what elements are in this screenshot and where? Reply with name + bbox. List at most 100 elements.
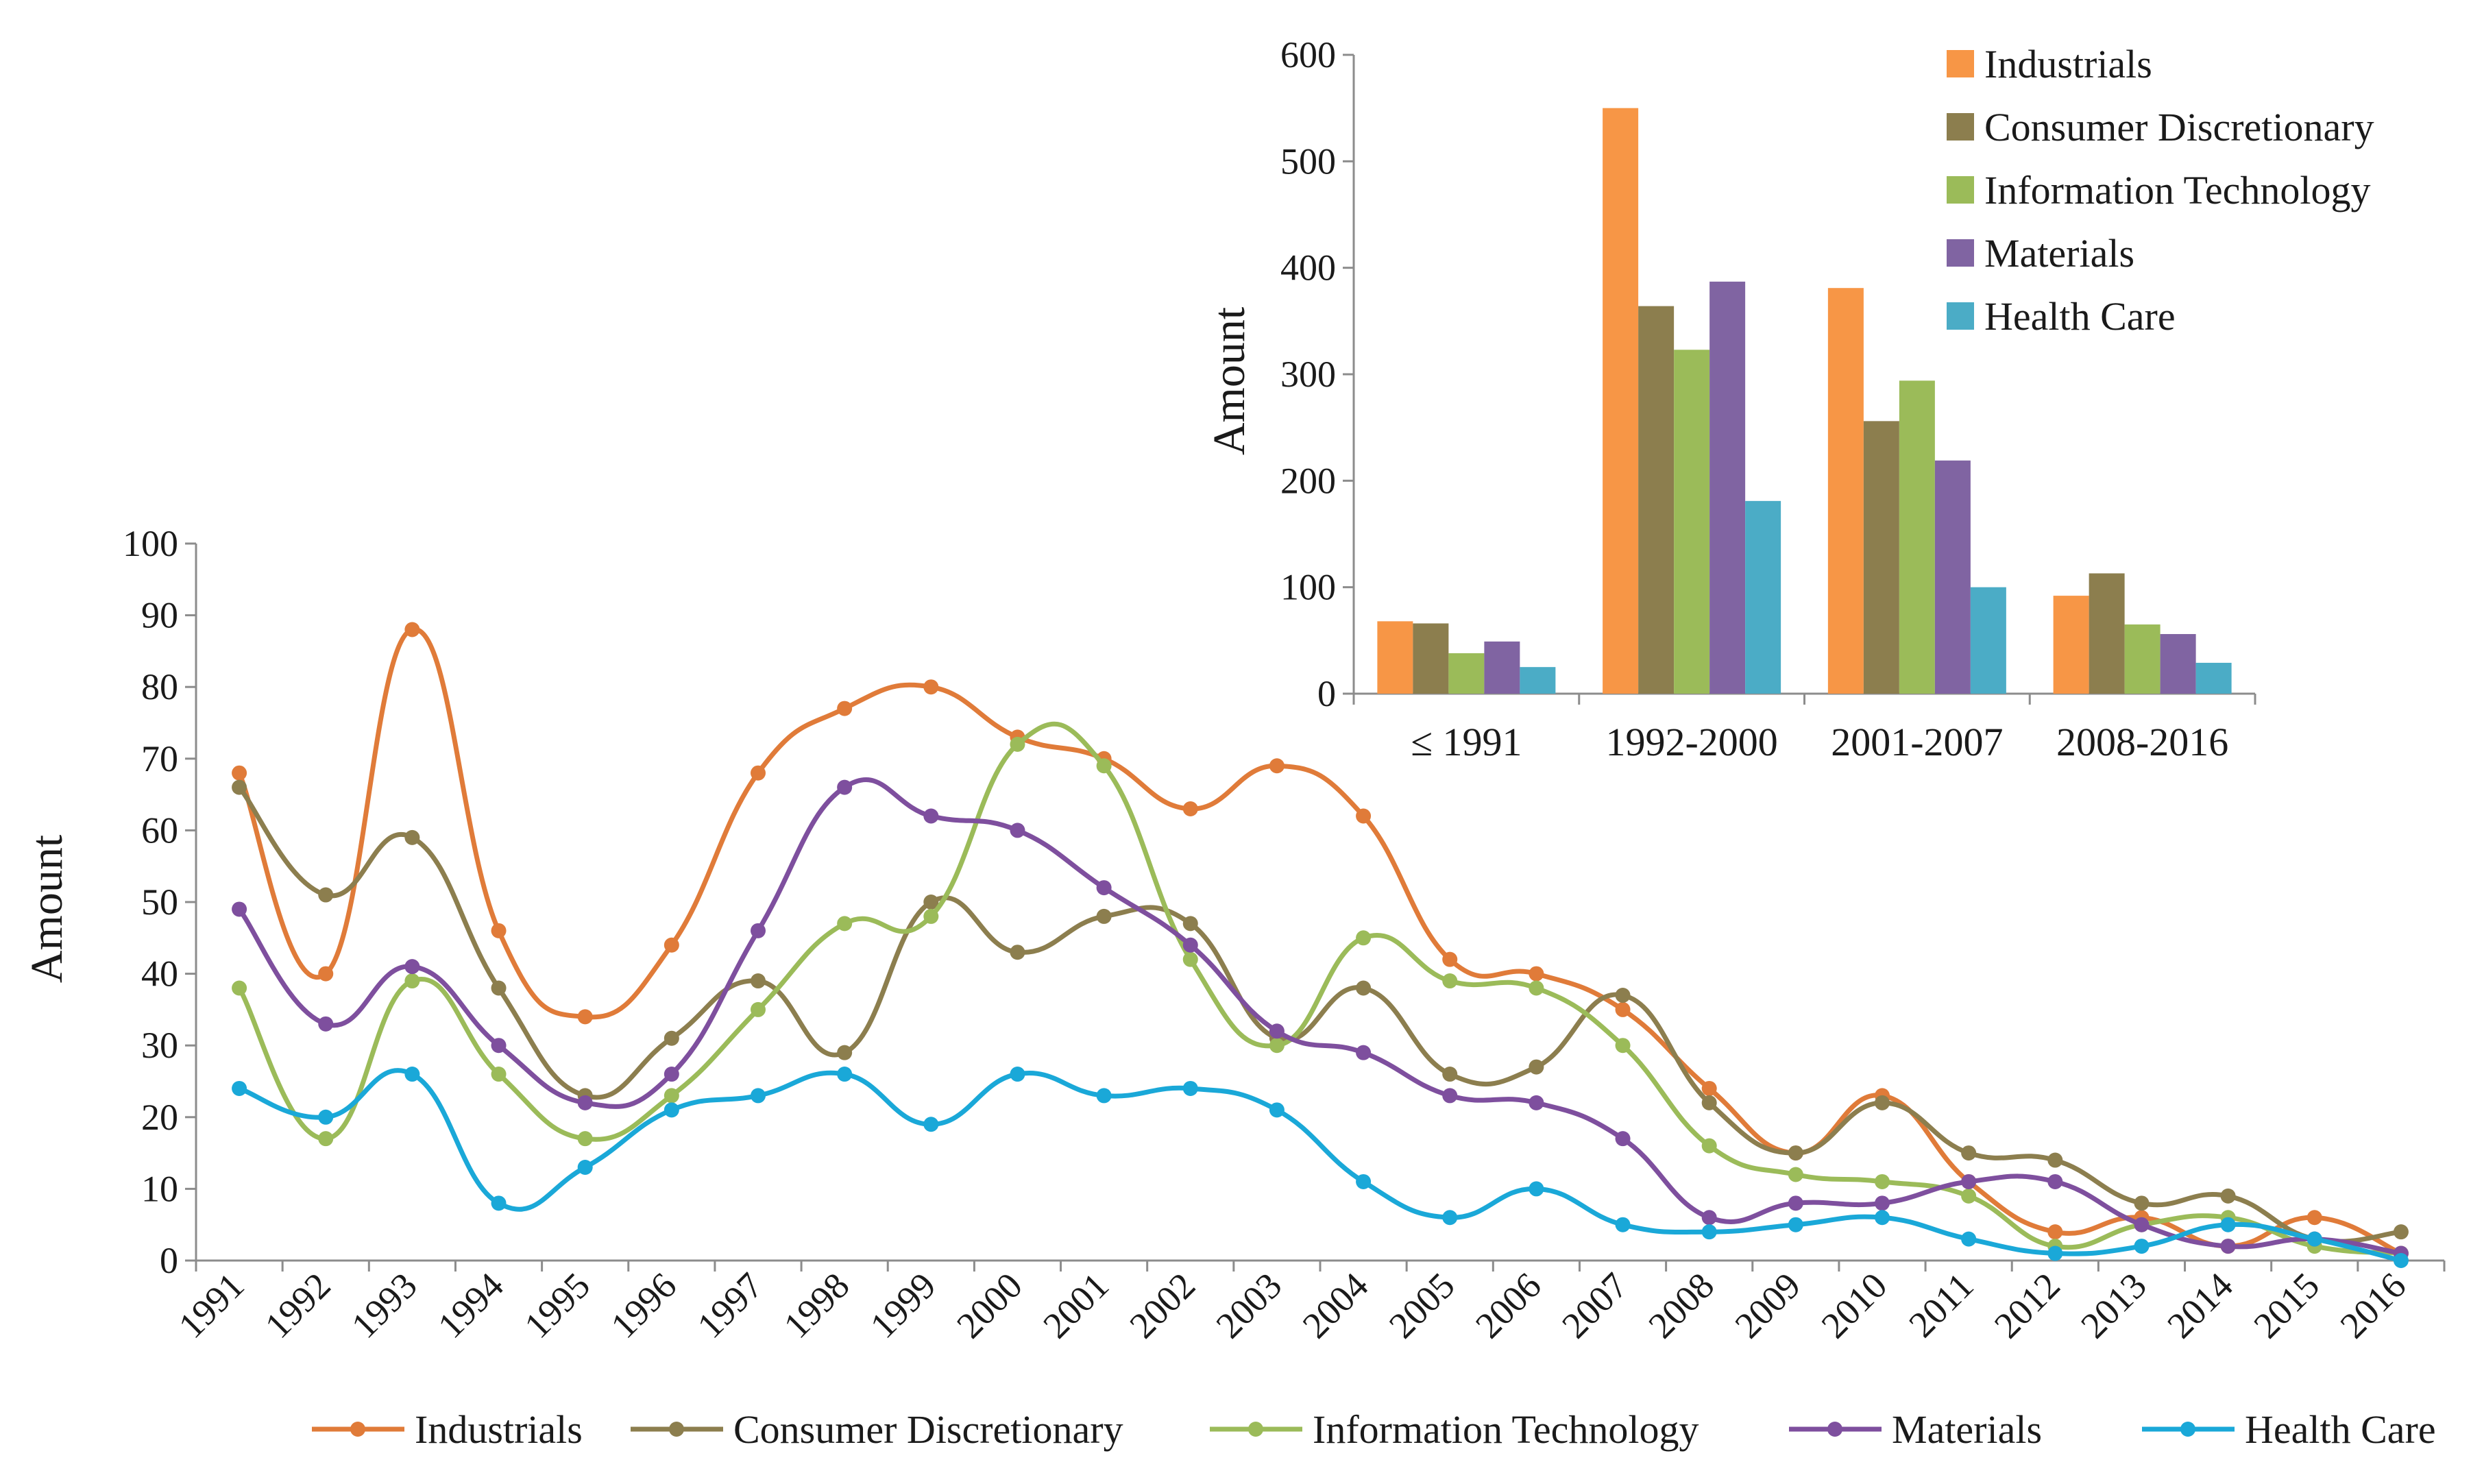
bar: [1899, 380, 1935, 694]
y-tick-label: 100: [123, 523, 178, 564]
legend-label: Health Care: [2245, 1407, 2436, 1452]
legend-label: Consumer Discretionary: [733, 1407, 1123, 1452]
x-tick-label: 1998: [776, 1265, 857, 1346]
data-point: [318, 1109, 334, 1125]
data-point: [232, 980, 247, 996]
data-point: [664, 1067, 679, 1082]
data-point: [232, 901, 247, 917]
x-tick-label: 2013: [2073, 1265, 2154, 1346]
bar: [2089, 573, 2125, 694]
bar-y-tick-label: 300: [1280, 354, 1336, 395]
data-point: [404, 973, 420, 989]
x-tick-label: 2003: [1208, 1265, 1290, 1346]
data-point: [751, 1088, 766, 1104]
legend-item: Health Care: [1947, 294, 2176, 339]
bar-y-tick-label: 0: [1317, 673, 1336, 714]
data-point: [751, 765, 766, 781]
data-point: [2047, 1152, 2063, 1168]
data-point: [404, 959, 420, 975]
data-point: [1875, 1095, 1890, 1110]
data-point: [491, 923, 507, 938]
x-tick-label: 1999: [862, 1265, 944, 1346]
data-point: [404, 622, 420, 637]
data-point: [837, 1045, 853, 1060]
data-point: [1182, 951, 1198, 967]
data-point: [837, 1067, 853, 1082]
data-point: [1269, 1023, 1285, 1039]
bar: [1863, 421, 1899, 694]
data-point: [318, 1131, 334, 1147]
bar-category-label: 1992-2000: [1605, 720, 1777, 764]
data-point: [1442, 1088, 1458, 1104]
y-tick-label: 60: [141, 810, 178, 851]
data-point: [2220, 1217, 2236, 1232]
x-tick-label: 2005: [1381, 1265, 1463, 1346]
data-point: [1182, 937, 1198, 953]
x-tick-label: 1991: [171, 1265, 252, 1346]
data-point: [1010, 945, 1025, 960]
legend-swatch-marker: [669, 1422, 684, 1437]
legend-label: Materials: [1984, 231, 2134, 276]
data-point: [2306, 1231, 2322, 1247]
bar: [2124, 624, 2160, 694]
data-point: [491, 980, 507, 996]
bar: [2160, 634, 2196, 694]
bar-y-tick-label: 200: [1280, 460, 1336, 501]
data-point: [664, 1030, 679, 1046]
data-point: [1788, 1145, 1803, 1161]
data-point: [923, 1117, 939, 1132]
data-point: [1442, 973, 1458, 989]
data-point: [751, 923, 766, 938]
x-tick-label: 2014: [2159, 1265, 2241, 1346]
series-information-technology: [232, 721, 2409, 1261]
x-tick-label: 2012: [1986, 1265, 2068, 1346]
series-materials: [232, 777, 2409, 1261]
data-point: [1442, 1067, 1458, 1082]
y-tick-label: 0: [160, 1240, 178, 1281]
data-point: [1356, 808, 1372, 824]
data-point: [2047, 1245, 2063, 1261]
legend-label: Consumer Discretionary: [1984, 105, 2374, 149]
legend-item: Industrials: [312, 1407, 583, 1452]
data-point: [751, 1001, 766, 1017]
y-tick-label: 30: [141, 1025, 178, 1066]
x-tick-label: 1992: [257, 1265, 339, 1346]
bar: [1413, 623, 1449, 694]
data-point: [1442, 951, 1458, 967]
data-point: [923, 908, 939, 924]
data-point: [1010, 823, 1025, 838]
data-point: [837, 779, 853, 795]
bar: [1520, 667, 1556, 694]
x-tick-label: 1997: [690, 1265, 771, 1346]
x-tick-label: 1994: [430, 1265, 511, 1346]
data-point: [1529, 1059, 1544, 1075]
data-point: [2393, 1253, 2409, 1268]
x-tick-label: 2011: [1901, 1265, 1981, 1345]
data-point: [232, 1080, 247, 1096]
bar-y-tick-label: 600: [1280, 34, 1336, 75]
bar-category-label: ≤ 1991: [1411, 720, 1522, 764]
bar-y-axis-title: Amount: [1204, 307, 1254, 455]
data-point: [1442, 1210, 1458, 1226]
legend-label: Health Care: [1984, 294, 2176, 339]
data-point: [491, 1038, 507, 1054]
data-point: [318, 966, 334, 982]
data-point: [1096, 880, 1112, 896]
data-point: [1788, 1195, 1803, 1211]
bar: [1745, 500, 1781, 694]
bar: [1448, 653, 1485, 694]
data-point: [1875, 1195, 1890, 1211]
bar-legend: Industrials Consumer Discretionary Informa…: [1947, 42, 2374, 339]
y-tick-label: 10: [141, 1168, 178, 1209]
data-point: [232, 765, 247, 781]
data-point: [1356, 1173, 1372, 1189]
legend-swatch-marker: [1248, 1422, 1263, 1437]
series-health-care: [232, 1067, 2409, 1268]
legend-swatch: [1947, 302, 1974, 330]
data-point: [404, 829, 420, 845]
y-tick-label: 90: [141, 595, 178, 636]
data-point: [1356, 930, 1372, 946]
x-tick-label: 1995: [516, 1265, 598, 1346]
legend-label: Materials: [1892, 1407, 2042, 1452]
data-point: [1701, 1138, 1717, 1154]
